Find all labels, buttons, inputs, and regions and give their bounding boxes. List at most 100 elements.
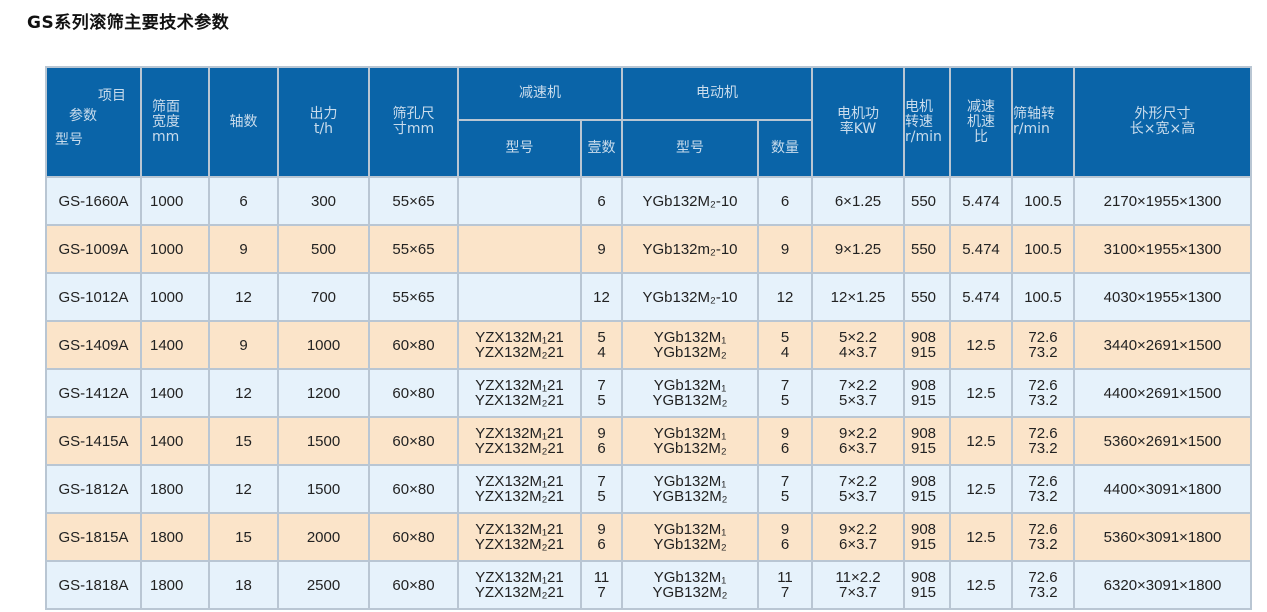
cell-shaft-speed: 100.5 [1011, 224, 1075, 274]
cell-hole: 55×65 [368, 224, 459, 274]
cell-output: 2000 [277, 512, 370, 562]
cell-hole: 55×65 [368, 176, 459, 226]
cell-motor-model: YGb132M₁ YGb132M₂ [621, 512, 759, 562]
cell-model: GS-1412A [45, 368, 142, 418]
cell-width: 1800 [140, 464, 210, 514]
cell-motor-count: 6 [757, 176, 813, 226]
cell-shaft-speed: 72.6 73.2 [1011, 464, 1075, 514]
cell-ratio: 12.5 [949, 560, 1013, 610]
cell-shafts: 12 [208, 464, 279, 514]
header-shaft-speed: 筛轴转 r/min [1011, 66, 1075, 178]
header-motor-model: 型号 [621, 118, 759, 179]
cell-reducer-model: YZX132M₁21 YZX132M₂21 [457, 560, 582, 610]
cell-ratio: 12.5 [949, 512, 1013, 562]
cell-shafts: 6 [208, 176, 279, 226]
cell-dims: 4400×3091×1800 [1073, 464, 1252, 514]
cell-shaft-speed: 72.6 73.2 [1011, 368, 1075, 418]
cell-model: GS-1815A [45, 512, 142, 562]
cell-speed: 550 [903, 272, 951, 322]
header-motor-count: 数量 [757, 118, 813, 179]
cell-output: 2500 [277, 560, 370, 610]
cell-dims: 5360×3091×1800 [1073, 512, 1252, 562]
cell-width: 1000 [140, 176, 210, 226]
cell-shafts: 12 [208, 272, 279, 322]
header-speed: 电机 转速 r/min [903, 66, 951, 178]
cell-ratio: 12.5 [949, 320, 1013, 370]
cell-hole: 55×65 [368, 272, 459, 322]
header-shafts: 轴数 [208, 66, 279, 178]
cell-reducer-model [457, 272, 582, 322]
cell-shaft-speed: 72.6 73.2 [1011, 560, 1075, 610]
cell-speed: 908 915 [903, 464, 951, 514]
cell-reducer-count: 6 [580, 176, 623, 226]
table-row: GS-1012A 1000 12 700 55×65 12 YGb132M₂-10 12 12×… [45, 272, 1252, 322]
cell-width: 1400 [140, 368, 210, 418]
cell-power: 9×2.2 6×3.7 [811, 512, 905, 562]
cell-width: 1800 [140, 512, 210, 562]
cell-hole: 60×80 [368, 368, 459, 418]
header-width: 筛面 宽度 mm [140, 66, 210, 178]
table-row: GS-1415A 1400 15 1500 60×80 YZX132M₁21 YZX132… [45, 416, 1252, 466]
cell-motor-model: YGb132M₁ YGb132M₂ [621, 320, 759, 370]
header-motor: 电动机 [621, 66, 813, 121]
cell-reducer-count: 5 4 [580, 320, 623, 370]
cell-output: 300 [277, 176, 370, 226]
cell-hole: 60×80 [368, 512, 459, 562]
cell-hole: 60×80 [368, 464, 459, 514]
cell-power: 7×2.2 5×3.7 [811, 464, 905, 514]
cell-output: 1500 [277, 416, 370, 466]
cell-ratio: 5.474 [949, 272, 1013, 322]
cell-reducer-model: YZX132M₁21 YZX132M₂21 [457, 512, 582, 562]
cell-motor-count: 9 6 [757, 512, 813, 562]
cell-dims: 2170×1955×1300 [1073, 176, 1252, 226]
table-row: GS-1409A 1400 9 1000 60×80 YZX132M₁21 YZX132M… [45, 320, 1252, 370]
cell-shafts: 12 [208, 368, 279, 418]
cell-model: GS-1009A [45, 224, 142, 274]
cell-model: GS-1012A [45, 272, 142, 322]
cell-power: 12×1.25 [811, 272, 905, 322]
cell-motor-model: YGb132M₁ YGB132M₂ [621, 368, 759, 418]
cell-speed: 908 915 [903, 320, 951, 370]
cell-reducer-model: YZX132M₁21 YZX132M₂21 [457, 368, 582, 418]
corner-item: 项目 [98, 88, 126, 104]
cell-motor-model: YGb132m₂-10 [621, 224, 759, 274]
cell-motor-model: YGb132M₂-10 [621, 272, 759, 322]
cell-reducer-count: 7 5 [580, 368, 623, 418]
cell-motor-count: 9 [757, 224, 813, 274]
cell-reducer-model: YZX132M₁21 YZX132M₂21 [457, 320, 582, 370]
cell-motor-count: 12 [757, 272, 813, 322]
cell-reducer-model [457, 176, 582, 226]
cell-speed: 550 [903, 224, 951, 274]
cell-hole: 60×80 [368, 560, 459, 610]
cell-ratio: 5.474 [949, 176, 1013, 226]
cell-motor-model: YGb132M₁ YGB132M₂ [621, 560, 759, 610]
cell-width: 1400 [140, 320, 210, 370]
cell-reducer-model: YZX132M₁21 YZX132M₂21 [457, 464, 582, 514]
cell-reducer-model: YZX132M₁21 YZX132M₂21 [457, 416, 582, 466]
cell-dims: 4030×1955×1300 [1073, 272, 1252, 322]
cell-hole: 60×80 [368, 320, 459, 370]
header-reducer: 减速机 [457, 66, 623, 121]
cell-reducer-count: 9 [580, 224, 623, 274]
table-row: GS-1815A 1800 15 2000 60×80 YZX132M₁21 YZX132… [45, 512, 1252, 562]
cell-speed: 908 915 [903, 416, 951, 466]
cell-reducer-count: 9 6 [580, 512, 623, 562]
cell-dims: 5360×2691×1500 [1073, 416, 1252, 466]
cell-power: 7×2.2 5×3.7 [811, 368, 905, 418]
cell-reducer-count: 11 7 [580, 560, 623, 610]
header-dims: 外形尺寸 长×宽×高 [1073, 66, 1252, 178]
cell-shafts: 9 [208, 224, 279, 274]
cell-output: 1500 [277, 464, 370, 514]
cell-output: 500 [277, 224, 370, 274]
cell-dims: 6320×3091×1800 [1073, 560, 1252, 610]
cell-ratio: 12.5 [949, 416, 1013, 466]
cell-shafts: 18 [208, 560, 279, 610]
cell-model: GS-1818A [45, 560, 142, 610]
cell-model: GS-1812A [45, 464, 142, 514]
page-title: GS系列滚筛主要技术参数 [27, 13, 230, 33]
header-output: 出力 t/h [277, 66, 370, 178]
cell-model: GS-1409A [45, 320, 142, 370]
cell-dims: 3100×1955×1300 [1073, 224, 1252, 274]
cell-reducer-count: 12 [580, 272, 623, 322]
cell-motor-model: YGb132M₁ YGb132M₂ [621, 416, 759, 466]
